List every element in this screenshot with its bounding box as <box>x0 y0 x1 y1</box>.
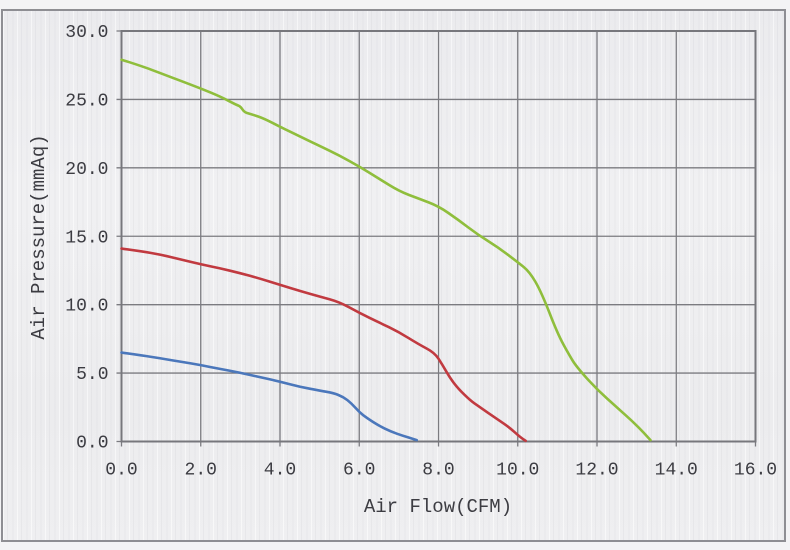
x-tick-label-4.0: 4.0 <box>264 461 296 481</box>
x-axis-title: Air Flow(CFM) <box>364 496 512 518</box>
curve-red-curve <box>120 247 527 443</box>
x-tick-label-8.0: 8.0 <box>422 461 454 481</box>
y-tick-label-20.0: 20.0 <box>65 160 108 180</box>
x-tick-label-6.0: 6.0 <box>343 461 375 481</box>
x-tick-label-2.0: 2.0 <box>185 461 217 481</box>
x-tick-label-16.0: 16.0 <box>734 461 777 481</box>
x-tick-label-0.0: 0.0 <box>105 461 137 481</box>
y-tick-label-15.0: 15.0 <box>65 228 108 248</box>
curve-blue-curve <box>120 351 418 442</box>
y-tick-label-30.0: 30.0 <box>65 23 108 43</box>
y-axis-title: Air Pressure(mmAq) <box>28 134 50 339</box>
y-tick-label-25.0: 25.0 <box>65 91 108 111</box>
x-tick-label-12.0: 12.0 <box>575 461 618 481</box>
x-tick-label-14.0: 14.0 <box>655 461 698 481</box>
y-tick-label-0.0: 0.0 <box>76 434 108 454</box>
y-tick-label-10.0: 10.0 <box>65 297 108 317</box>
y-tick-label-5.0: 5.0 <box>76 365 108 385</box>
curve-green-curve <box>120 58 652 442</box>
x-tick-label-10.0: 10.0 <box>496 461 539 481</box>
plot-border <box>120 30 757 443</box>
chart-generated-layer: 0.0 2.0 4.0 6.0 8.0 10.0 12.0 14.0 16.0 0.0 5.0 10.… <box>65 23 777 481</box>
